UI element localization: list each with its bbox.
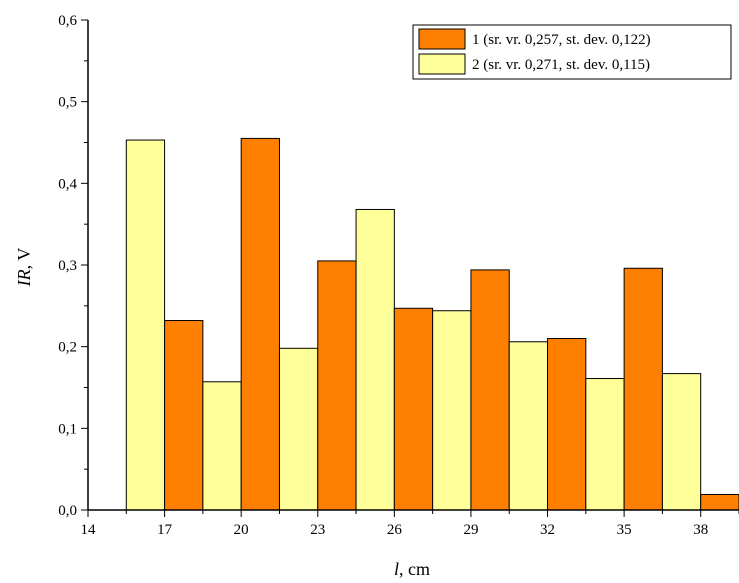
bar-series-2-23 bbox=[278, 347, 319, 511]
bar-series-1-17 bbox=[164, 320, 204, 511]
ticks-group: 14 17 20 23 26 29 32 35 38 0,0 0,1 0,2 0,3 0,4 0,5 0,6 bbox=[58, 13, 739, 538]
legend-box bbox=[412, 24, 732, 80]
bar-series-2-26 bbox=[355, 208, 395, 511]
bar-series-2-20 bbox=[202, 381, 242, 511]
legend: 1 (sr. vr. 0,257, st. dev. 0,122) 2 (sr.… bbox=[412, 24, 732, 80]
y-axis-title: IR, V bbox=[14, 248, 34, 288]
x-tick-label-26: 26 bbox=[387, 522, 403, 538]
x-tick-label-35: 35 bbox=[617, 522, 632, 538]
x-tick-label-14: 14 bbox=[81, 522, 97, 538]
y-tick-label-3: 0,3 bbox=[58, 258, 77, 274]
legend-label-series-1: 1 (sr. vr. 0,257, st. dev. 0,122) bbox=[472, 32, 651, 48]
legend-swatch-series-1 bbox=[418, 28, 466, 50]
x-axis-title: l, cm bbox=[394, 559, 430, 579]
bar-series-1-29 bbox=[470, 269, 510, 511]
x-tick-label-29: 29 bbox=[463, 522, 478, 538]
bar-series-1-23 bbox=[317, 260, 357, 511]
x-tick-label-38: 38 bbox=[693, 522, 708, 538]
y-tick-label-0: 0,0 bbox=[58, 503, 77, 519]
y-tick-label-2: 0,2 bbox=[58, 340, 77, 356]
y-tick-label-4: 0,4 bbox=[58, 176, 77, 192]
legend-swatch-series-2 bbox=[418, 53, 466, 75]
bar-series-2-35 bbox=[585, 378, 625, 511]
bar-series-1-26 bbox=[393, 307, 434, 511]
y-tick-label-6: 0,6 bbox=[58, 13, 77, 29]
bar-series-1-20 bbox=[240, 137, 280, 511]
bar-series-2-32 bbox=[508, 341, 549, 511]
y-tick-label-1: 0,1 bbox=[58, 421, 77, 437]
bars-group bbox=[125, 137, 739, 511]
bar-series-1-38 bbox=[700, 493, 739, 511]
y-tick-label-5: 0,5 bbox=[58, 95, 77, 111]
bar-series-1-32 bbox=[547, 338, 587, 511]
x-tick-label-32: 32 bbox=[540, 522, 555, 538]
bar-series-2-17 bbox=[125, 139, 166, 511]
x-tick-label-23: 23 bbox=[310, 522, 325, 538]
bar-series-1-35 bbox=[623, 267, 663, 511]
x-tick-label-20: 20 bbox=[234, 522, 249, 538]
legend-label-series-2: 2 (sr. vr. 0,271, st. dev. 0,115) bbox=[472, 57, 650, 73]
bar-series-2-29 bbox=[432, 310, 472, 511]
x-tick-label-17: 17 bbox=[157, 522, 173, 538]
bar-series-2-38 bbox=[661, 373, 702, 511]
